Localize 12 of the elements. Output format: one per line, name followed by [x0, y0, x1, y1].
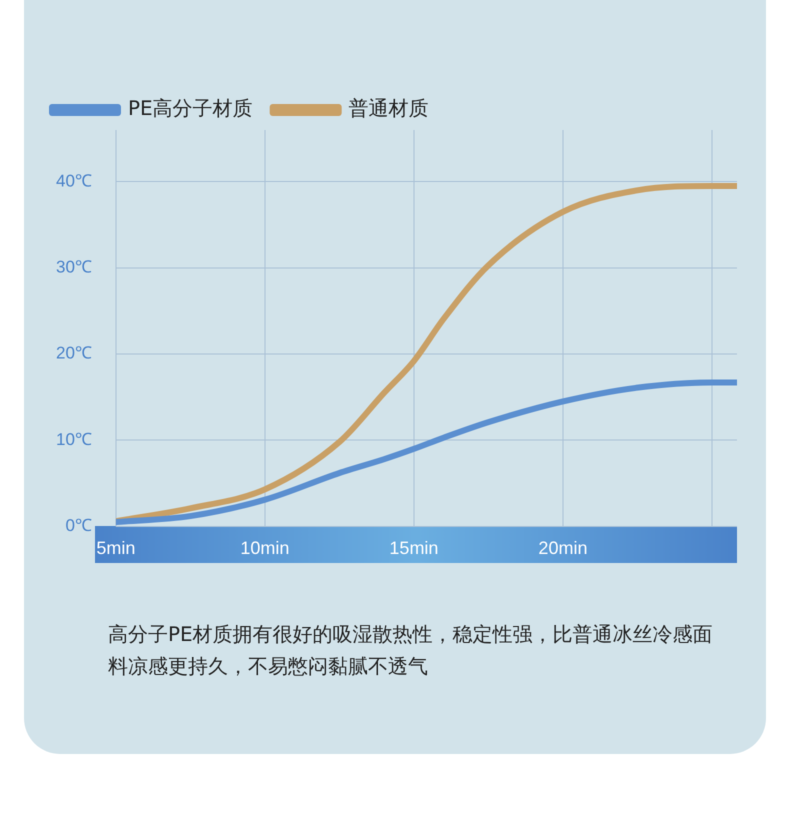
- legend-label: PE高分子材质: [128, 96, 253, 120]
- legend-label: 普通材质: [348, 96, 429, 120]
- y-tick-label: 30℃: [56, 258, 92, 277]
- y-tick-label: 40℃: [56, 171, 92, 190]
- text: 高分子PE材质拥有很好的吸湿散热性，稳定性强，比普通冰丝冷感面料凉感更持久，不易憋闷黏腻不透气: [108, 621, 714, 680]
- y-tick-label: 20℃: [56, 344, 92, 363]
- x-tick-label: 15min: [389, 538, 438, 558]
- x-tick-label: 10min: [240, 538, 290, 558]
- y-tick-label: 10℃: [56, 430, 92, 449]
- x-tick-label: 5min: [96, 538, 136, 558]
- x-tick-label: 20min: [538, 538, 588, 558]
- y-tick-label: 0℃: [65, 516, 92, 536]
